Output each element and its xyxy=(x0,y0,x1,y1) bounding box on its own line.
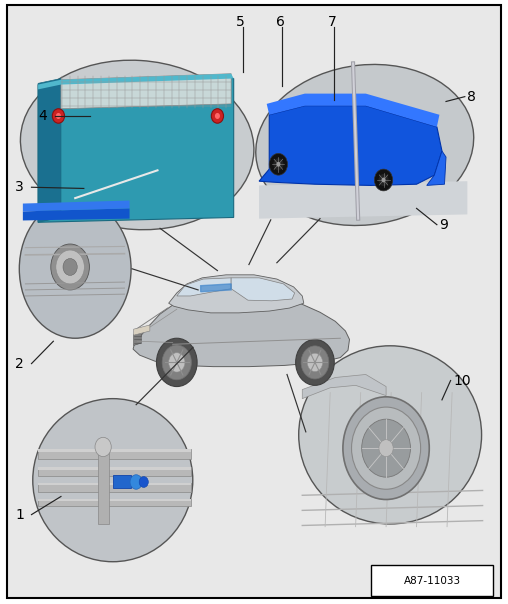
Polygon shape xyxy=(259,181,467,219)
Circle shape xyxy=(379,440,393,457)
Text: 4: 4 xyxy=(38,109,47,123)
Circle shape xyxy=(56,250,84,284)
Bar xyxy=(113,475,131,488)
Circle shape xyxy=(63,259,77,275)
Polygon shape xyxy=(259,106,442,185)
Bar xyxy=(38,483,190,485)
Ellipse shape xyxy=(19,199,131,338)
Bar xyxy=(371,565,493,596)
Text: A87-11033: A87-11033 xyxy=(404,576,461,586)
Text: 1: 1 xyxy=(15,507,24,522)
Bar xyxy=(38,449,190,459)
Polygon shape xyxy=(169,275,304,313)
Circle shape xyxy=(169,353,185,372)
Circle shape xyxy=(156,338,197,387)
Circle shape xyxy=(56,113,61,119)
Circle shape xyxy=(162,345,192,380)
Polygon shape xyxy=(23,201,130,211)
Polygon shape xyxy=(427,151,446,185)
Polygon shape xyxy=(38,74,234,89)
Polygon shape xyxy=(38,79,234,222)
Ellipse shape xyxy=(256,65,473,225)
Text: 8: 8 xyxy=(467,89,476,104)
Polygon shape xyxy=(38,79,61,222)
Circle shape xyxy=(362,419,410,477)
Bar xyxy=(38,467,190,470)
Circle shape xyxy=(307,353,323,371)
Circle shape xyxy=(378,174,389,186)
Bar xyxy=(38,499,190,501)
Circle shape xyxy=(301,346,329,379)
Circle shape xyxy=(269,153,288,175)
Polygon shape xyxy=(231,278,295,301)
Ellipse shape xyxy=(33,399,193,562)
Ellipse shape xyxy=(20,60,254,230)
Circle shape xyxy=(51,244,89,290)
Circle shape xyxy=(296,339,334,385)
Polygon shape xyxy=(134,332,141,345)
Circle shape xyxy=(130,475,142,489)
Circle shape xyxy=(273,158,283,170)
Bar xyxy=(38,467,190,476)
Circle shape xyxy=(343,397,429,500)
Polygon shape xyxy=(61,74,231,109)
Bar xyxy=(38,499,190,506)
Circle shape xyxy=(382,178,386,182)
Text: 3: 3 xyxy=(15,180,24,194)
Circle shape xyxy=(52,109,65,123)
Polygon shape xyxy=(267,94,439,127)
Circle shape xyxy=(276,162,280,167)
Bar xyxy=(38,449,190,452)
Text: 2: 2 xyxy=(15,356,24,371)
Circle shape xyxy=(139,477,148,487)
Text: 6: 6 xyxy=(276,15,284,30)
Circle shape xyxy=(215,113,220,119)
Polygon shape xyxy=(133,291,350,367)
Text: 5: 5 xyxy=(236,15,245,30)
Ellipse shape xyxy=(299,345,482,524)
Circle shape xyxy=(374,169,393,191)
Polygon shape xyxy=(302,374,386,399)
Circle shape xyxy=(352,407,421,489)
Polygon shape xyxy=(201,284,231,292)
Bar xyxy=(98,449,109,524)
Text: 10: 10 xyxy=(453,373,471,388)
Circle shape xyxy=(211,109,224,123)
Text: 9: 9 xyxy=(439,217,448,232)
Circle shape xyxy=(95,437,111,457)
Polygon shape xyxy=(23,208,130,220)
Polygon shape xyxy=(177,278,231,296)
Bar xyxy=(38,483,190,492)
Text: 7: 7 xyxy=(328,15,336,30)
Polygon shape xyxy=(134,325,150,335)
